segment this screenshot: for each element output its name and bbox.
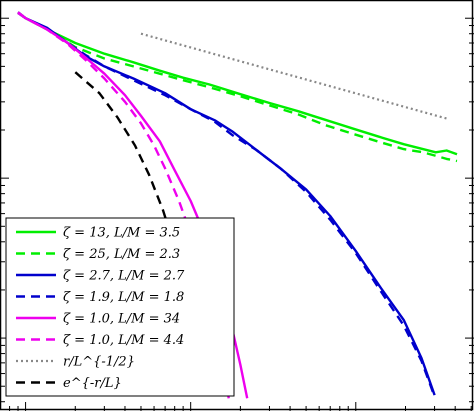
series-line-6	[17, 11, 230, 399]
legend: ζ = 13, L/M = 3.5 ζ = 25, L/M = 2.3 ζ = 2.…	[5, 217, 235, 397]
series-line-7	[140, 32, 448, 120]
legend-label-7: r/L^{-1/2}	[63, 355, 135, 370]
legend-label-4: ζ = 1.9, L/M = 1.8	[63, 290, 184, 305]
series-line-2	[17, 11, 458, 163]
legend-label-2: ζ = 25, L/M = 2.3	[63, 247, 180, 262]
legend-label-5: ζ = 1.0, L/M = 34	[63, 312, 180, 327]
series-line-1	[17, 11, 458, 156]
legend-label-6: ζ = 1.0, L/M = 4.4	[63, 333, 184, 348]
legend-box	[5, 217, 235, 397]
legend-label-1: ζ = 13, L/M = 3.5	[63, 226, 180, 241]
legend-label-8: e^{-r/L}	[63, 376, 122, 391]
legend-label-3: ζ = 2.7, L/M = 2.7	[63, 269, 185, 284]
